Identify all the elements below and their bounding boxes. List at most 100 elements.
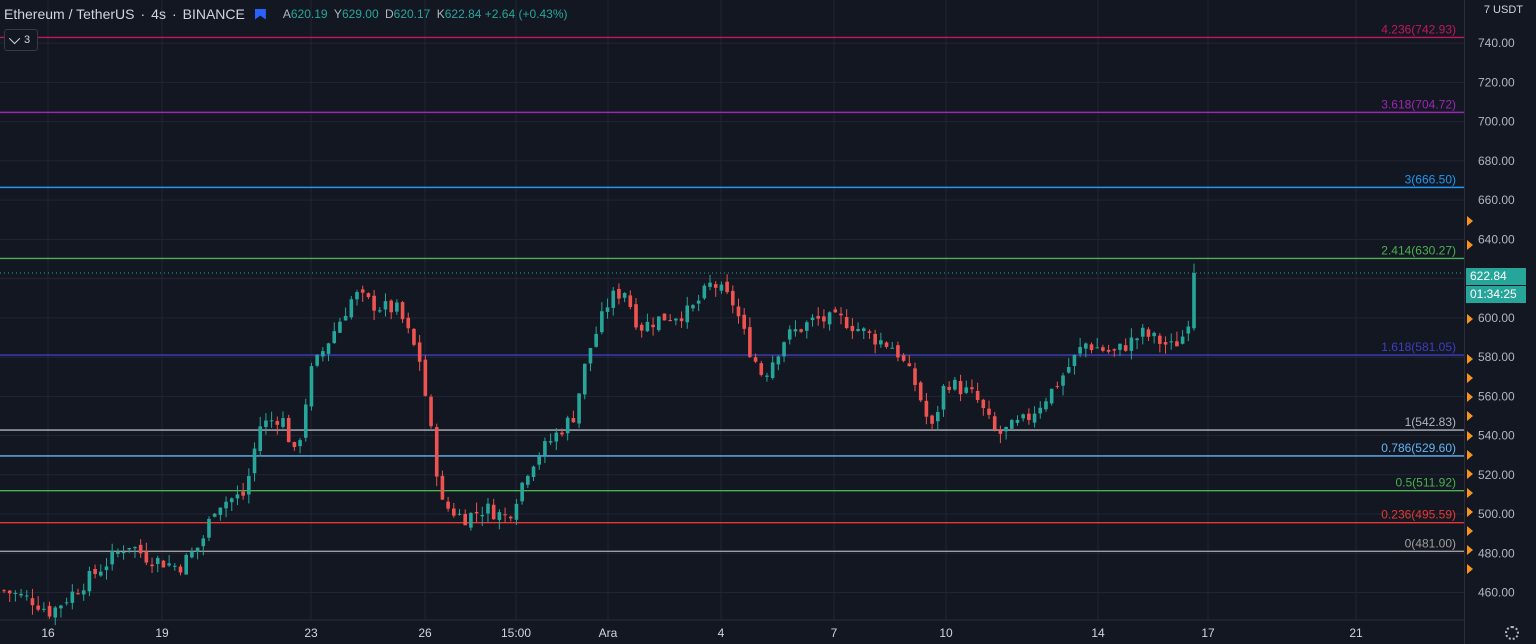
y-tick-label: 700.00 <box>1478 115 1515 129</box>
alert-marker-icon[interactable] <box>1467 431 1473 441</box>
y-tick-label: 660.00 <box>1478 193 1515 207</box>
candle-body <box>981 399 986 409</box>
candle-body <box>463 513 467 526</box>
x-tick-label: 7 <box>831 626 838 640</box>
candle-body <box>1192 273 1196 329</box>
candle-body <box>138 544 143 554</box>
candle-body <box>1146 329 1151 337</box>
x-tick-label: 4 <box>718 626 725 640</box>
candle-body <box>281 418 285 427</box>
candle-body <box>554 432 559 442</box>
open-label: A <box>282 7 291 21</box>
interval-label[interactable]: 4s <box>151 6 166 22</box>
fibonacci-levels[interactable]: 4.236(742.93) 3.618(704.72) 3(666.50) 2.414… <box>0 22 1464 553</box>
candle-body <box>93 569 97 575</box>
candle-body <box>560 432 564 435</box>
candle-body <box>1169 341 1174 343</box>
candle-body <box>634 304 638 328</box>
close-value: 622.84 <box>444 7 482 21</box>
fib-level-label: 4.236(742.93) <box>1381 22 1456 36</box>
candle-body <box>474 511 479 514</box>
candle-body <box>1135 338 1139 341</box>
price-scale[interactable]: 7 USDT <box>1464 0 1536 644</box>
symbol-name[interactable]: Ethereum / TetherUS <box>4 6 135 22</box>
candle-body <box>503 514 507 516</box>
alert-marker-icon[interactable] <box>1467 507 1473 517</box>
candle-body <box>349 299 354 318</box>
candle-body <box>890 347 895 349</box>
indicators-toggle-button[interactable]: 3 <box>4 29 38 51</box>
alert-marker-icon[interactable] <box>1467 545 1473 555</box>
candle-body <box>207 518 211 538</box>
candle-body <box>520 482 524 502</box>
candle-body <box>896 345 900 358</box>
candle-body <box>674 318 678 321</box>
fib-level-label: 0.236(495.59) <box>1381 508 1456 522</box>
x-tick-label: 26 <box>418 626 432 640</box>
candle-body <box>19 593 23 596</box>
candle-body <box>47 605 52 617</box>
alert-marker-icon[interactable] <box>1467 314 1473 324</box>
x-tick-label: 17 <box>1201 626 1215 640</box>
alert-marker-icon[interactable] <box>1467 469 1473 479</box>
candle-body <box>748 327 752 357</box>
candle-body <box>2 590 6 592</box>
candle-body <box>70 591 75 603</box>
candle-body <box>713 284 718 288</box>
candle-body <box>1180 336 1185 344</box>
candle-body <box>947 386 951 390</box>
candle-body <box>417 342 422 362</box>
alert-marker-icon[interactable] <box>1467 488 1473 498</box>
alert-marker-icon[interactable] <box>1467 216 1473 226</box>
alert-marker-icon[interactable] <box>1467 354 1473 364</box>
candle-body <box>582 363 587 395</box>
candle-body <box>1101 347 1105 351</box>
candle-body <box>440 475 445 500</box>
candle-body <box>526 475 530 485</box>
alert-marker-icon[interactable] <box>1467 392 1473 402</box>
candle-body <box>719 284 724 291</box>
symbol-legend[interactable]: Ethereum / TetherUS · 4s · BINANCE A620.… <box>4 4 568 24</box>
candle-body <box>736 306 741 317</box>
alert-marker-icon[interactable] <box>1467 411 1473 421</box>
candle-body <box>924 400 929 417</box>
candle-body <box>469 512 473 528</box>
candle-body <box>935 412 940 422</box>
alert-marker-icon[interactable] <box>1467 450 1473 460</box>
candle-body <box>588 348 593 364</box>
candle-body <box>360 289 365 293</box>
currency-unit-button[interactable]: 7 USDT <box>1483 4 1523 16</box>
y-tick-label: 540.00 <box>1478 429 1515 443</box>
alert-marker-icon[interactable] <box>1467 564 1473 574</box>
candle-body <box>1175 341 1179 347</box>
candle-body <box>1140 327 1145 337</box>
candle-body <box>822 316 826 322</box>
x-tick-label: 23 <box>304 626 318 640</box>
flag-icon[interactable] <box>254 8 266 20</box>
candle-body <box>656 316 661 331</box>
candle-body <box>964 387 969 393</box>
settings-gear-icon[interactable] <box>1505 626 1519 640</box>
candle-body <box>167 563 171 566</box>
candle-body <box>1015 419 1020 423</box>
candle-body <box>338 321 342 333</box>
candle-body <box>30 598 35 606</box>
candle-body <box>617 288 621 299</box>
candle-body <box>81 590 86 595</box>
alert-marker-icon[interactable] <box>1467 240 1473 250</box>
candle-body <box>645 321 650 332</box>
candle-body <box>133 547 137 549</box>
candle-body <box>827 312 832 325</box>
candle-body <box>184 554 189 575</box>
candle-body <box>1009 420 1014 429</box>
alert-marker-icon[interactable] <box>1467 373 1473 383</box>
candle-body <box>36 605 40 610</box>
candle-body <box>913 368 917 385</box>
candle-body <box>457 513 462 515</box>
alert-marker-icon[interactable] <box>1467 526 1473 536</box>
y-tick-label: 460.00 <box>1478 586 1515 600</box>
candle-body <box>628 295 633 307</box>
fib-level-label: 0.5(511.92) <box>1396 476 1457 490</box>
candle-body <box>24 595 29 597</box>
